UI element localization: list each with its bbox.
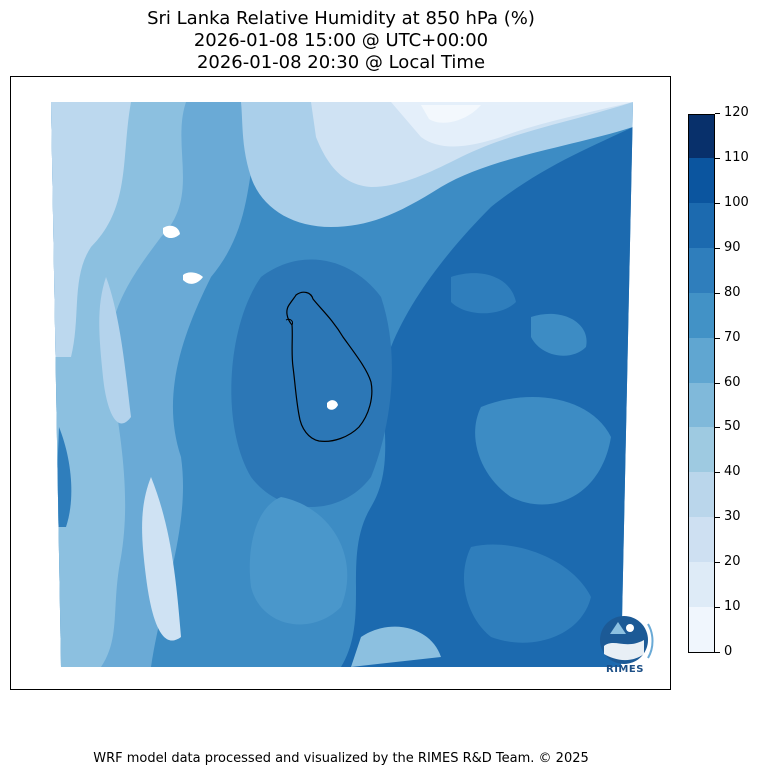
colorbar-tick bbox=[715, 113, 720, 114]
colorbar-tick bbox=[715, 203, 720, 204]
humidity-moist-region bbox=[341, 127, 633, 667]
colorbar-tick-label: 80 bbox=[724, 285, 741, 300]
colorbar-segment bbox=[689, 292, 714, 338]
colorbar-tick-label: 120 bbox=[724, 105, 749, 120]
humidity-map bbox=[51, 102, 633, 667]
colorbar-segment bbox=[689, 561, 714, 608]
colorbar-tick bbox=[715, 248, 720, 249]
colorbar-tick-label: 50 bbox=[724, 419, 741, 434]
colorbar-tick bbox=[715, 158, 720, 159]
colorbar-tick bbox=[715, 472, 720, 473]
colorbar-tick-label: 60 bbox=[724, 375, 741, 390]
chart-title: Sri Lanka Relative Humidity at 850 hPa (… bbox=[0, 8, 682, 74]
title-line-3: 2026-01-08 20:30 @ Local Time bbox=[196, 52, 486, 73]
colorbar-tick-label: 20 bbox=[724, 554, 741, 569]
colorbar-tick-label: 100 bbox=[724, 195, 749, 210]
colorbar-tick-label: 40 bbox=[724, 464, 741, 479]
colorbar-tick-label: 90 bbox=[724, 240, 741, 255]
rimes-logo-icon bbox=[600, 616, 654, 664]
colorbar bbox=[688, 114, 715, 653]
credit-text: WRF model data processed and visualized … bbox=[93, 751, 589, 766]
rimes-logo: RIMES bbox=[596, 610, 658, 680]
colorbar-segment bbox=[689, 337, 714, 383]
title-line-1: Sri Lanka Relative Humidity at 850 hPa (… bbox=[147, 8, 535, 29]
colorbar-segment bbox=[689, 426, 714, 473]
colorbar-tick bbox=[715, 607, 720, 608]
colorbar-segment bbox=[689, 247, 714, 293]
colorbar-tick-label: 10 bbox=[724, 599, 741, 614]
colorbar-tick-label: 0 bbox=[724, 644, 733, 659]
colorbar-tick-label: 110 bbox=[724, 150, 749, 165]
colorbar-segment bbox=[689, 471, 714, 518]
colorbar-tick bbox=[715, 338, 720, 339]
title-line-2: 2026-01-08 15:00 @ UTC+00:00 bbox=[193, 30, 489, 51]
colorbar-tick-label: 70 bbox=[724, 330, 741, 345]
colorbar-segment bbox=[689, 382, 714, 428]
colorbar-tick bbox=[715, 383, 720, 384]
colorbar-tick bbox=[715, 652, 720, 653]
colorbar-segment bbox=[689, 157, 714, 203]
colorbar-segment bbox=[689, 606, 714, 652]
colorbar-tick-label: 30 bbox=[724, 509, 741, 524]
colorbar-tick bbox=[715, 517, 720, 518]
colorbar-segment bbox=[689, 115, 714, 158]
colorbar-tick bbox=[715, 562, 720, 563]
colorbar-segment bbox=[689, 516, 714, 563]
colorbar-tick bbox=[715, 293, 720, 294]
colorbar-segment bbox=[689, 202, 714, 248]
colorbar-tick bbox=[715, 427, 720, 428]
map-frame bbox=[10, 76, 671, 690]
logo-text: RIMES bbox=[606, 664, 644, 675]
